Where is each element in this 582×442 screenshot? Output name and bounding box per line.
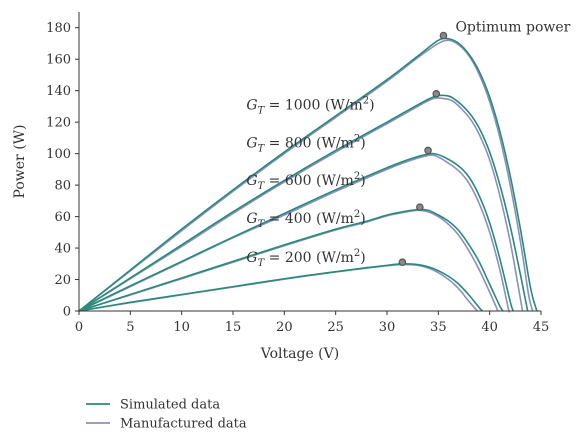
x-tick-label: 10: [173, 320, 190, 335]
series-line-simulated: [78, 262, 484, 312]
optimum-power-label: Optimum power: [455, 20, 570, 36]
x-tick-label: 40: [481, 320, 498, 335]
x-tick-label: 35: [430, 320, 447, 335]
x-tick-label: 15: [225, 320, 242, 335]
legend-label-manufactured: Manufactured data: [120, 417, 247, 432]
mpp-markers-group: [398, 31, 448, 267]
series-line-manufactured: [78, 39, 534, 312]
y-tick-label: 180: [46, 21, 71, 36]
x-tick-label: 25: [327, 320, 344, 335]
mpp-point: [416, 203, 424, 211]
legend-group: Simulated data Manufactured data: [86, 398, 247, 432]
y-tick-label: 80: [54, 179, 71, 194]
y-tick-label: 140: [46, 84, 71, 99]
mpp-point: [398, 258, 407, 267]
x-tick-label: 20: [276, 320, 293, 335]
y-tick-label: 120: [46, 116, 71, 131]
curve-group-4: [78, 262, 484, 312]
y-tick-label: 100: [46, 147, 71, 162]
irradiance-label: GT = 1000 (W/m2): [246, 96, 374, 117]
irradiance-label: GT = 400 (W/m2): [246, 209, 365, 230]
series-line-manufactured: [78, 97, 524, 312]
x-tick-label: 5: [126, 320, 134, 335]
series-line-simulated: [78, 37, 538, 312]
y-axis-label: Power (W): [12, 124, 28, 198]
irradiance-label: GT = 200 (W/m2): [246, 248, 365, 269]
y-tick-label: 0: [63, 305, 71, 320]
x-axis-label: Voltage (V): [260, 346, 339, 362]
x-tick-label: 30: [379, 320, 396, 335]
mpp-point: [439, 31, 448, 40]
axes-group: 0 5 10 15 20 25 30 35 40 45 0 20 40 60 80 100 120 140 160 1…: [12, 12, 549, 362]
y-tick-label: 60: [54, 210, 71, 225]
series-line-manufactured: [78, 263, 478, 312]
irradiance-label: GT = 600 (W/m2): [246, 171, 365, 192]
mpp-point: [432, 90, 441, 98]
irradiance-label: GT = 800 (W/m2): [246, 133, 365, 154]
curve-group-0: [78, 37, 538, 312]
y-tick-label: 20: [54, 273, 71, 288]
mpp-point: [424, 146, 432, 155]
annotations-group: Optimum power GT = 1000 (W/m2) GT = 800 (W…: [246, 20, 570, 270]
y-tick-label: 40: [54, 242, 71, 257]
legend-label-simulated: Simulated data: [120, 398, 220, 413]
x-tick-label: 45: [533, 320, 550, 335]
x-tick-label: 0: [75, 320, 83, 335]
y-tick-label: 160: [46, 53, 71, 68]
